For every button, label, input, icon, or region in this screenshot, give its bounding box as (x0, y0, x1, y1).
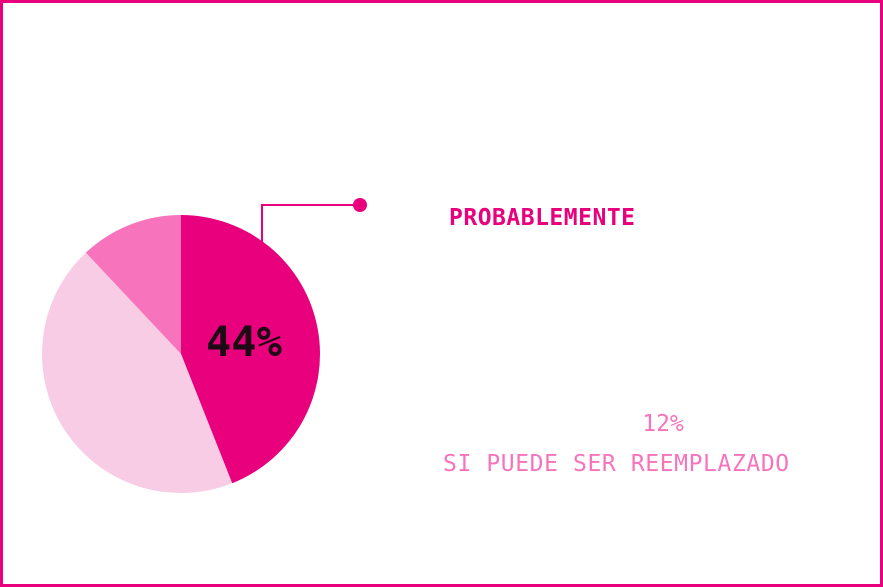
callout-line (261, 204, 360, 244)
secondary-value-label: 12% (642, 411, 684, 437)
callout-label: PROBABLEMENTE (449, 205, 636, 231)
slice-value-label: 44% (206, 317, 282, 366)
secondary-category-label: SI PUEDE SER REEMPLAZADO (443, 451, 790, 477)
pie-slices (42, 215, 320, 493)
pie-slice-3 (85, 215, 181, 354)
pie-slice-2 (42, 252, 233, 493)
callout-dot (353, 198, 367, 212)
pie-slice-1 (181, 215, 320, 484)
pie-chart (42, 198, 367, 493)
